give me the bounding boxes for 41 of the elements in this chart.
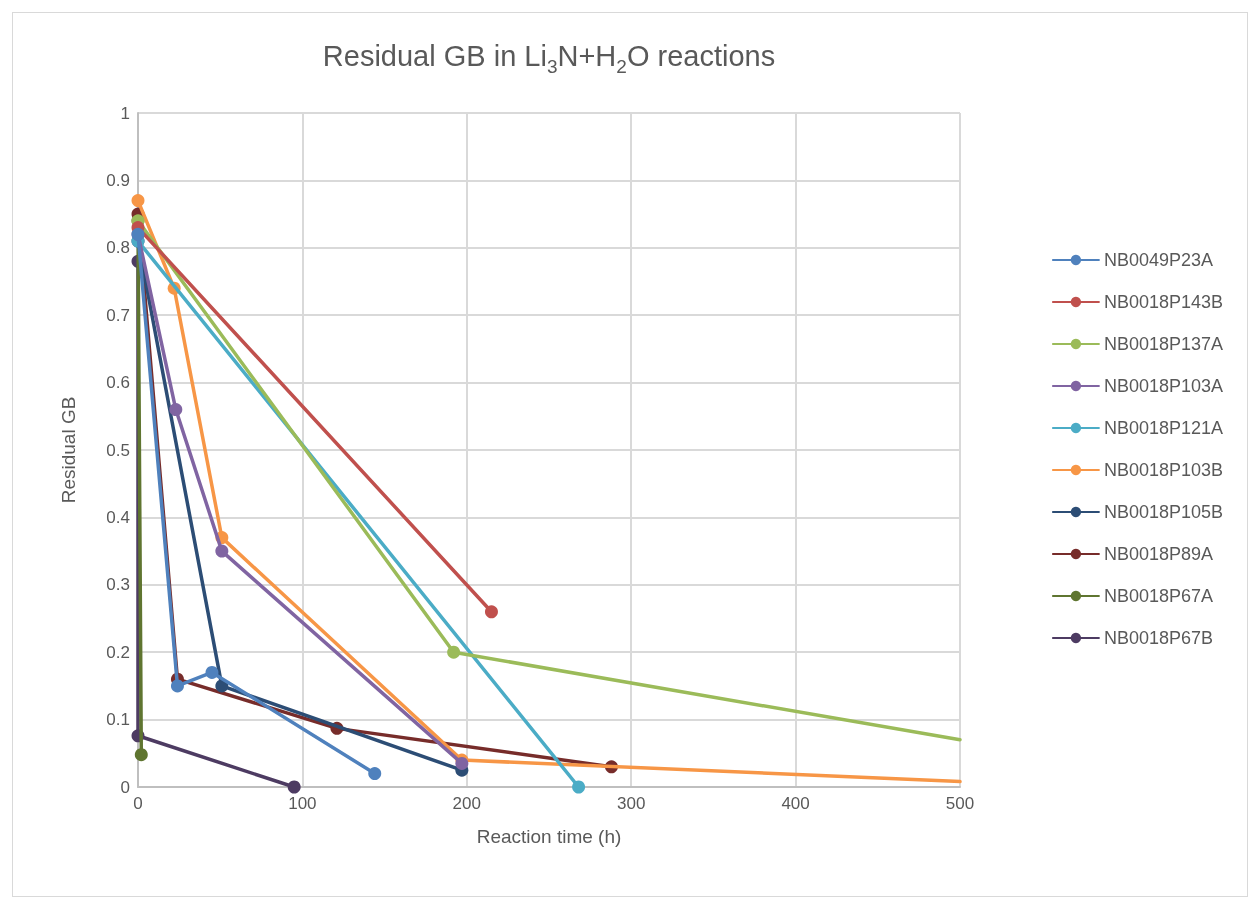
y-tick-label: 0.4	[106, 507, 130, 527]
y-tick-label: 0.5	[106, 440, 130, 460]
legend-label: NB0018P89A	[1103, 544, 1213, 564]
point	[484, 605, 498, 619]
y-tick-label: 0.8	[106, 238, 130, 258]
x-tick-label: 500	[945, 794, 975, 813]
legend-label: NB0018P143B	[1103, 292, 1223, 312]
legend-label: NB0018P67B	[1103, 628, 1213, 648]
point	[447, 645, 461, 659]
point	[572, 780, 586, 794]
point	[215, 544, 229, 558]
x-tick-label: 0	[133, 794, 143, 813]
legend-label: NB0018P137A	[1103, 334, 1223, 354]
chart-title: Residual GB in Li$_{3}$N+H$_{2}$O reactions	[321, 40, 777, 78]
x-tick-label: 300	[617, 794, 646, 813]
x-tick-label: 100	[288, 794, 317, 813]
y-tick-label: 0.7	[106, 305, 130, 325]
x-tick-label: 400	[781, 794, 810, 813]
y-tick-label: 0.3	[106, 575, 130, 595]
y-tick-label: 0.2	[106, 642, 130, 662]
legend-label: NB0018P67A	[1103, 586, 1213, 606]
y-axis-title: Residual GB	[58, 396, 79, 504]
point	[170, 679, 184, 693]
x-axis-title: Reaction time (h)	[476, 826, 622, 847]
legend-label: NB0018P105B	[1103, 502, 1223, 522]
x-tick-label: 200	[452, 794, 481, 813]
y-tick-label: 0.1	[106, 710, 130, 730]
point	[134, 748, 148, 762]
point	[131, 194, 145, 208]
point	[368, 767, 382, 781]
y-tick-label: 0.9	[106, 170, 130, 190]
legend-label: NB0018P103A	[1103, 376, 1223, 396]
y-tick-label: 1	[120, 103, 130, 123]
point	[287, 780, 301, 794]
legend-label: NB0018P121A	[1103, 418, 1223, 438]
legend-label: NB0018P103B	[1103, 460, 1223, 480]
point	[205, 665, 219, 679]
y-tick-label: 0.6	[106, 373, 130, 393]
legend-label: NB0049P23A	[1103, 250, 1213, 270]
point	[169, 403, 183, 417]
y-tick-label: 0	[120, 777, 130, 797]
